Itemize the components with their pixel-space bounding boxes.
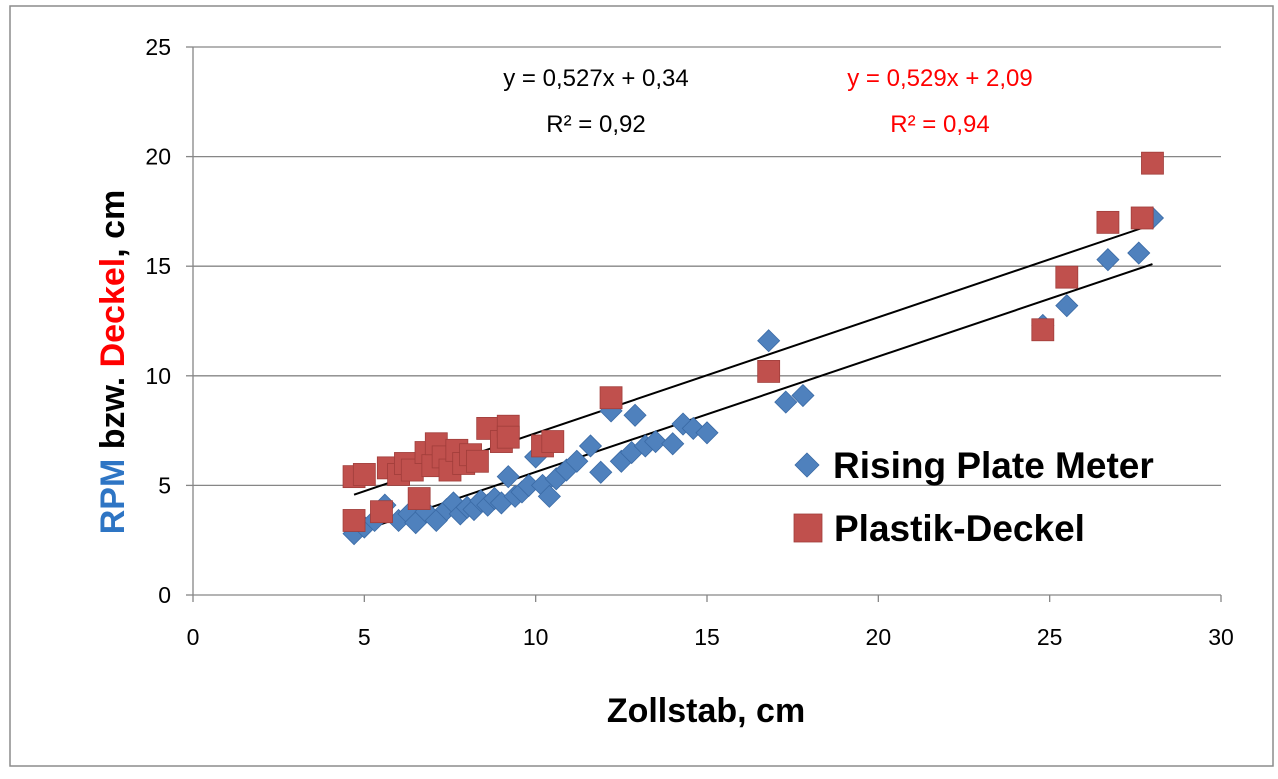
- y-axis-title-part: , cm: [94, 190, 132, 258]
- deckel-data-point: [342, 509, 366, 532]
- legend-label: Plastik-Deckel: [834, 508, 1085, 549]
- rpm-data-point: [1127, 241, 1151, 265]
- x-tick-label: 30: [1208, 624, 1234, 650]
- deckel-data-point: [1141, 151, 1164, 175]
- rpm-data-point: [661, 432, 685, 456]
- r-squared-label: R² = 0,92: [546, 111, 645, 138]
- deckel-data-point: [466, 449, 489, 473]
- markers: [342, 151, 1165, 546]
- r-squared-label: R² = 0,94: [890, 111, 989, 138]
- deckel-data-point: [370, 500, 393, 524]
- legend-label: Rising Plate Meter: [833, 445, 1154, 486]
- deckel-data-point: [1130, 206, 1154, 230]
- deckel-data-point: [1055, 265, 1079, 289]
- rpm-data-point: [578, 434, 603, 458]
- x-tick-label: 15: [694, 624, 720, 650]
- rpm-data-point: [1055, 294, 1079, 318]
- legend-diamond-marker: [794, 452, 820, 478]
- tick-labels: 0 5 10 15 20 25 0 5 10 15 20 25 30: [145, 34, 1233, 650]
- x-tick-label: 10: [523, 624, 549, 650]
- y-tick-label: 10: [145, 363, 171, 389]
- trendlines: [353, 223, 1153, 535]
- chart-border: [9, 5, 1274, 767]
- deckel-data-point: [407, 487, 431, 510]
- x-tick-label: 20: [866, 624, 892, 650]
- deckel-data-point: [1096, 210, 1120, 234]
- legend: Rising Plate Meter Plastik-Deckel: [793, 445, 1154, 549]
- deckel-data-point: [757, 360, 781, 383]
- trendline: [353, 263, 1153, 535]
- x-tick-label: 25: [1037, 624, 1063, 650]
- rpm-data-point: [565, 449, 589, 473]
- y-axis-title-part: Deckel: [94, 258, 132, 368]
- x-tick-label: 0: [187, 624, 200, 650]
- legend-square-marker: [793, 513, 823, 543]
- rpm-data-point: [537, 484, 561, 508]
- rpm-data-point: [644, 429, 668, 454]
- deckel-data-point: [1031, 318, 1055, 342]
- deckel-data-point: [599, 386, 623, 410]
- y-axis-title-part: RPM: [94, 459, 132, 535]
- rpm-data-point: [774, 390, 798, 414]
- deckel-data-point: [352, 463, 376, 486]
- deckel-data-point: [496, 425, 520, 449]
- y-axis-title-part: bzw.: [94, 367, 132, 458]
- axes: [186, 46, 1222, 602]
- trendline: [353, 223, 1153, 496]
- rpm-data-point: [623, 403, 647, 427]
- rpm-data-point: [496, 465, 520, 489]
- rpm-data-point: [1096, 248, 1120, 272]
- x-axis-title: Zollstab, cm: [607, 692, 805, 730]
- trend-equations: y = 0,527x + 0,34 R² = 0,92 y = 0,529x + 2…: [503, 65, 1032, 138]
- trend-equation: y = 0,529x + 2,09: [847, 65, 1032, 92]
- y-axis-title: RPM bzw. Deckel, cm: [94, 190, 132, 535]
- rpm-data-point: [695, 421, 719, 445]
- rpm-data-point: [589, 460, 613, 484]
- y-tick-label: 5: [158, 472, 171, 498]
- rpm-data-point: [757, 329, 781, 353]
- y-tick-label: 0: [158, 582, 171, 608]
- y-tick-label: 20: [145, 144, 171, 170]
- x-tick-label: 5: [358, 624, 371, 650]
- y-tick-label: 25: [145, 34, 171, 60]
- y-tick-label: 15: [145, 253, 171, 279]
- rpm-data-point: [791, 383, 815, 408]
- deckel-data-point: [541, 430, 565, 453]
- trend-equation: y = 0,527x + 0,34: [503, 65, 688, 92]
